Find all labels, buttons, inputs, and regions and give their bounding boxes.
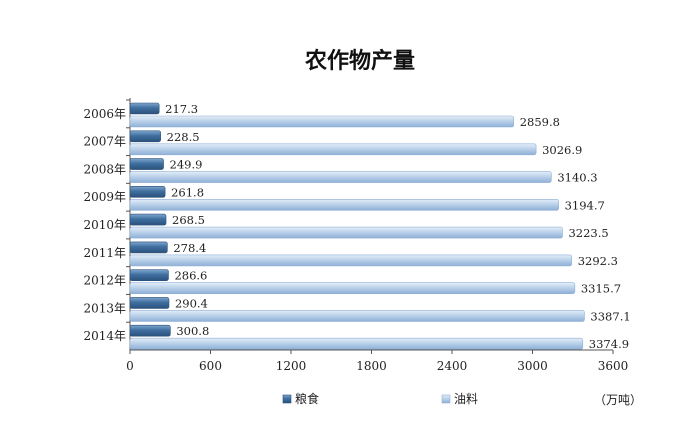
x-tick-label: 0 xyxy=(126,359,134,373)
bar-grain xyxy=(129,158,164,170)
data-label: 3140.3 xyxy=(557,171,597,185)
x-tick-label: 3600 xyxy=(598,359,629,373)
x-tick-label: 600 xyxy=(199,359,222,373)
data-label: 278.4 xyxy=(173,241,206,255)
x-tick-label: 1800 xyxy=(356,359,387,373)
data-label: 300.8 xyxy=(176,324,209,338)
chart-title: 农作物产量 xyxy=(304,48,415,74)
bar-oilseed xyxy=(129,254,573,267)
legend-swatch-grain xyxy=(282,394,292,404)
bar-oilseed xyxy=(129,115,514,128)
bar-grain xyxy=(129,186,166,198)
legend-label-oilseed: 油料 xyxy=(454,392,478,406)
unit-label: （万吨） xyxy=(594,393,642,407)
bar-grain xyxy=(129,324,171,337)
data-label: 3387.1 xyxy=(590,309,630,323)
category-label: 2009年 xyxy=(83,190,126,204)
bar-grain xyxy=(129,269,169,281)
bar-oilseed xyxy=(129,143,537,156)
x-tick-label: 1200 xyxy=(276,359,307,373)
data-label: 286.6 xyxy=(174,269,207,283)
category-label: 2012年 xyxy=(83,274,126,288)
data-label: 249.9 xyxy=(170,158,203,172)
data-label: 290.4 xyxy=(175,296,208,310)
legend-swatch-oilseed xyxy=(441,394,451,404)
data-label: 3315.7 xyxy=(581,282,621,296)
data-label: 3292.3 xyxy=(578,254,618,268)
bar-grain xyxy=(129,297,170,309)
data-label: 3194.7 xyxy=(565,198,605,212)
bar-oilseed xyxy=(129,310,585,322)
data-label: 3026.9 xyxy=(542,143,582,157)
data-label: 3374.9 xyxy=(589,337,629,351)
legend: 粮食 油料 xyxy=(282,391,478,406)
bar-oilseed xyxy=(129,337,584,350)
category-label: 2011年 xyxy=(83,246,126,260)
data-label: 2859.8 xyxy=(520,115,560,129)
category-label: 2006年 xyxy=(83,107,126,121)
bar-oilseed xyxy=(129,282,576,294)
data-label: 217.3 xyxy=(165,102,198,116)
legend-label-grain: 粮食 xyxy=(295,391,319,406)
data-label: 268.5 xyxy=(172,213,205,227)
bar-oilseed xyxy=(129,226,563,239)
data-label: 261.8 xyxy=(171,185,204,199)
bar-oilseed xyxy=(129,171,552,183)
category-label: 2013年 xyxy=(83,301,126,315)
data-label: 228.5 xyxy=(167,130,200,144)
bar-grain xyxy=(129,213,167,226)
bar-grain xyxy=(129,130,161,143)
x-tick-label: 2400 xyxy=(437,359,468,373)
category-label: 2008年 xyxy=(83,162,126,176)
bar-grain xyxy=(129,102,160,115)
bar-grain xyxy=(129,241,168,254)
plot-area: 0 600 1200 1800 2400 3000 3600 2006年 217.3 2859.8… xyxy=(83,98,631,373)
category-label: 2007年 xyxy=(83,135,126,149)
category-label: 2014年 xyxy=(83,329,126,343)
x-tick-label: 3000 xyxy=(517,359,548,373)
data-label: 3223.5 xyxy=(568,226,608,240)
category-label: 2010年 xyxy=(83,218,126,232)
bar-oilseed xyxy=(129,199,559,211)
